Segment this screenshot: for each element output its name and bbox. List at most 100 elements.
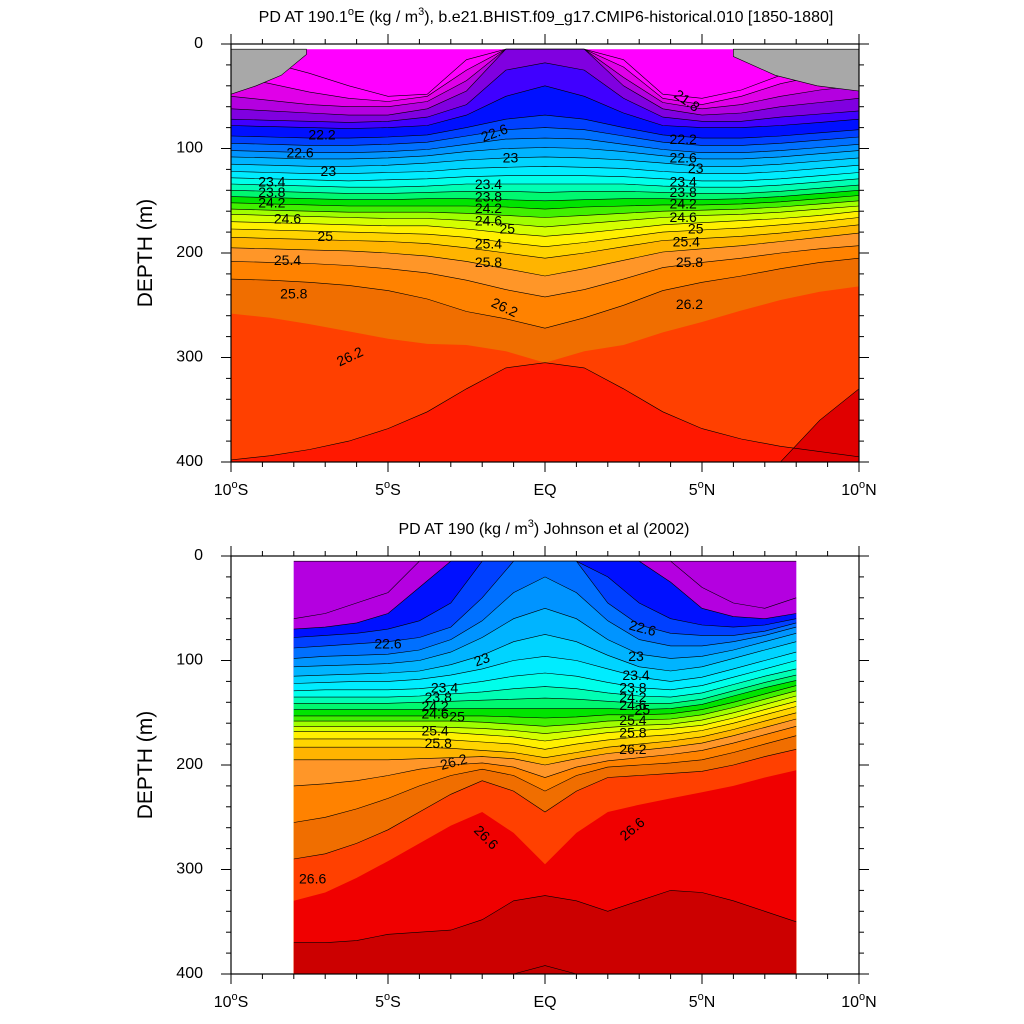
contour-label: 25 <box>317 228 333 244</box>
contour-label: 22.6 <box>374 636 401 652</box>
contour-label: 23.8 <box>475 188 502 204</box>
y-tick-label: 200 <box>176 756 203 773</box>
contour-label: 25 <box>500 221 516 237</box>
contour-line-24 <box>230 245 860 298</box>
contour-label: 22.2 <box>670 131 697 147</box>
contour-label: 24.6 <box>619 697 646 713</box>
panel-bottom: PD AT 190 (kg / m3) Johnson et al (2002)… <box>134 518 877 1011</box>
contour-label: 24.2 <box>475 200 502 216</box>
contour-line-21 <box>230 217 860 248</box>
contour-line-21 <box>293 726 797 787</box>
contour-line-5 <box>230 62 860 123</box>
contour-label: 23 <box>503 150 519 166</box>
x-tick-label: 10oS <box>214 479 249 499</box>
contour-line-8 <box>230 127 860 146</box>
x-tick-label: EQ <box>533 994 556 1011</box>
x-tick-label: 10oN <box>841 991 876 1011</box>
contour-line-11 <box>230 156 860 167</box>
contour-line-16 <box>230 190 860 202</box>
contour-label: 25 <box>635 701 651 717</box>
contour-line-6 <box>230 85 860 129</box>
x-tick-label: EQ <box>533 482 556 499</box>
contour-line-17 <box>230 195 860 210</box>
contour-line-6 <box>293 576 797 659</box>
contour-label: 22.6 <box>286 144 313 160</box>
contour-label: 24.2 <box>670 196 697 212</box>
contour-label: 25.4 <box>475 235 502 251</box>
contour-label: 25.4 <box>673 233 700 249</box>
contour-label: 24.2 <box>258 195 285 211</box>
contour-line-14 <box>230 178 860 188</box>
contour-label: 25 <box>449 709 465 725</box>
contour-label: 24.2 <box>619 689 646 705</box>
contour-line-12 <box>293 674 797 704</box>
contour-label: 23.8 <box>619 679 646 695</box>
contour-label: 23 <box>472 649 492 669</box>
contour-line-20 <box>293 718 797 766</box>
contour-line-22 <box>230 224 860 259</box>
contour-label: 25.4 <box>619 712 646 728</box>
panel-top-ylabel: DEPTH (m) <box>134 199 157 308</box>
contour-label: 26.2 <box>676 296 703 312</box>
contour-line-15 <box>293 690 797 727</box>
contour-line-25 <box>230 257 860 329</box>
contour-line-23 <box>230 232 860 277</box>
x-axis: 10oS 5oS EQ 5oN 10oN <box>214 546 877 1011</box>
contour-line-11 <box>293 668 797 698</box>
contour-label: 25.8 <box>475 254 502 270</box>
contour-line-9 <box>293 651 797 684</box>
contour-line-12 <box>230 164 860 174</box>
y-axis: 0 100 200 300 400 <box>176 547 869 982</box>
contour-line-14 <box>293 685 797 719</box>
contour-label: 24.2 <box>421 698 448 714</box>
contour-label: 23.8 <box>670 184 697 200</box>
contour-label: 26.2 <box>438 750 469 773</box>
contour-label: 25 <box>688 221 704 237</box>
contour-deep-band-1 <box>293 965 797 974</box>
contour-deep-band-0 <box>231 362 859 462</box>
y-tick-label: 100 <box>176 652 203 669</box>
y-tick-label: 400 <box>176 453 203 470</box>
contour-label: 23 <box>688 160 704 176</box>
y-tick-label: 100 <box>176 140 203 157</box>
contour-label: 25.8 <box>280 286 307 302</box>
x-tick-label: 10oS <box>214 991 249 1011</box>
x-tick-label: 5oS <box>375 991 401 1011</box>
contour-line-19 <box>230 205 860 228</box>
contour-line-9 <box>230 137 860 153</box>
contour-line-8 <box>293 634 797 677</box>
contour-line-15 <box>230 184 860 194</box>
contour-label: 23.8 <box>425 689 452 705</box>
contour-label: 24.6 <box>670 209 697 225</box>
panel-top: PD AT 190.1oE (kg / m3), b.e21.BHIST.f09… <box>134 6 877 499</box>
contour-line-23 <box>293 749 797 860</box>
panel-top-plot: 22.222.62323.423.824.224.62525.425.826.2… <box>176 34 877 499</box>
panel-top-title: PD AT 190.1oE (kg / m3), b.e21.BHIST.f09… <box>259 6 834 26</box>
contour-label: 23.4 <box>475 176 502 192</box>
contour-line-22 <box>293 735 797 823</box>
contour-label: 23 <box>628 648 644 664</box>
y-tick-label: 0 <box>194 547 203 564</box>
contour-label: 26.6 <box>299 871 326 887</box>
contour-line-19 <box>293 712 797 759</box>
contour-label: 22.6 <box>627 617 658 640</box>
y-tick-label: 400 <box>176 965 203 982</box>
contour-label: 25.4 <box>274 252 301 268</box>
contour-deep-band-1 <box>231 388 859 462</box>
contour-label: 23 <box>321 163 337 179</box>
y-tick-label: 0 <box>194 35 203 52</box>
contour-line-7 <box>230 114 860 139</box>
contour-deep-line-0 <box>293 890 797 943</box>
contour-label: 24.6 <box>274 210 301 226</box>
x-tick-label: 5oN <box>689 479 716 499</box>
x-tick-label: 10oN <box>841 479 876 499</box>
contour-line-16 <box>293 695 797 734</box>
contour-line-13 <box>293 680 797 710</box>
contour-line-17 <box>293 701 797 742</box>
contour-label: 22.6 <box>670 150 697 166</box>
y-tick-label: 300 <box>176 861 203 878</box>
contour-label: 25.8 <box>425 735 452 751</box>
contour-label: 23.4 <box>431 679 458 695</box>
contour-line-5 <box>293 560 797 649</box>
